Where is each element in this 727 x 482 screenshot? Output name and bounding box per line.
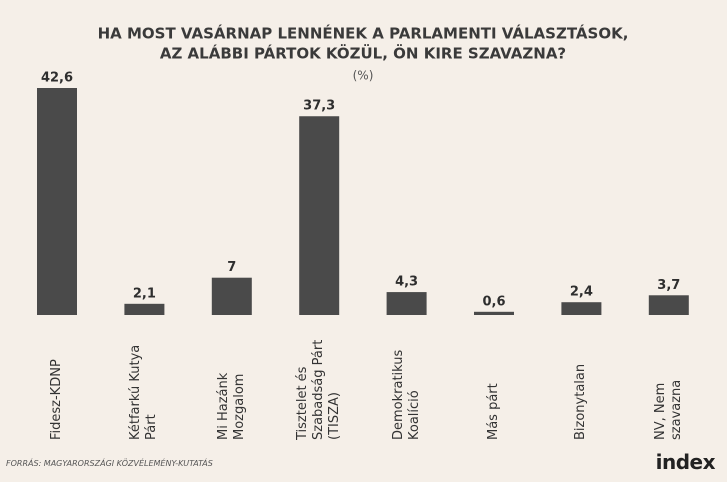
bar [211,277,252,315]
logo: index [655,450,716,474]
bar [648,295,689,315]
chart-title: HA MOST VASÁRNAP LENNÉNEK A PARLAMENTI V… [98,24,629,43]
bar [299,116,340,315]
value-label: 2,4 [570,285,593,300]
value-label: 42,6 [41,71,73,86]
value-label: 0,6 [482,294,505,309]
bar [386,292,427,315]
bar [37,88,77,315]
value-label: 3,7 [657,278,680,293]
x-tick-label: Bizonytalan [573,363,589,440]
chart-title: AZ ALÁBBI PÁRTOK KÖZÜL, ÖN KIRE SZAVAZNA… [160,44,566,63]
value-label: 2,1 [133,286,156,301]
value-label: 37,3 [303,99,335,114]
chart-subtitle: (%) [353,69,374,83]
source: FORRÁS: MAGYARORSZÁGI KÖZVÉLEMÉNY-KUTATÁ… [6,459,213,468]
x-tick-label: Más párt [486,383,501,440]
x-tick-label: Tisztelet és Szabadság Párt (TISZA) [295,339,343,440]
value-label: 4,3 [395,275,418,290]
x-tick-label: Mi Hazánk Mozgalom [215,372,247,440]
bar [474,311,514,315]
x-tick-label: Fidesz-KDNP [49,359,64,440]
x-tick-label: NV, Nem szavazna [652,379,684,440]
bar [124,303,165,315]
value-label: 7 [227,260,236,275]
x-tick-label: Kétfarkú Kutya Párt [128,344,160,440]
x-tick-label: Demokratikus Koalíció [390,349,422,440]
bar [561,302,602,315]
